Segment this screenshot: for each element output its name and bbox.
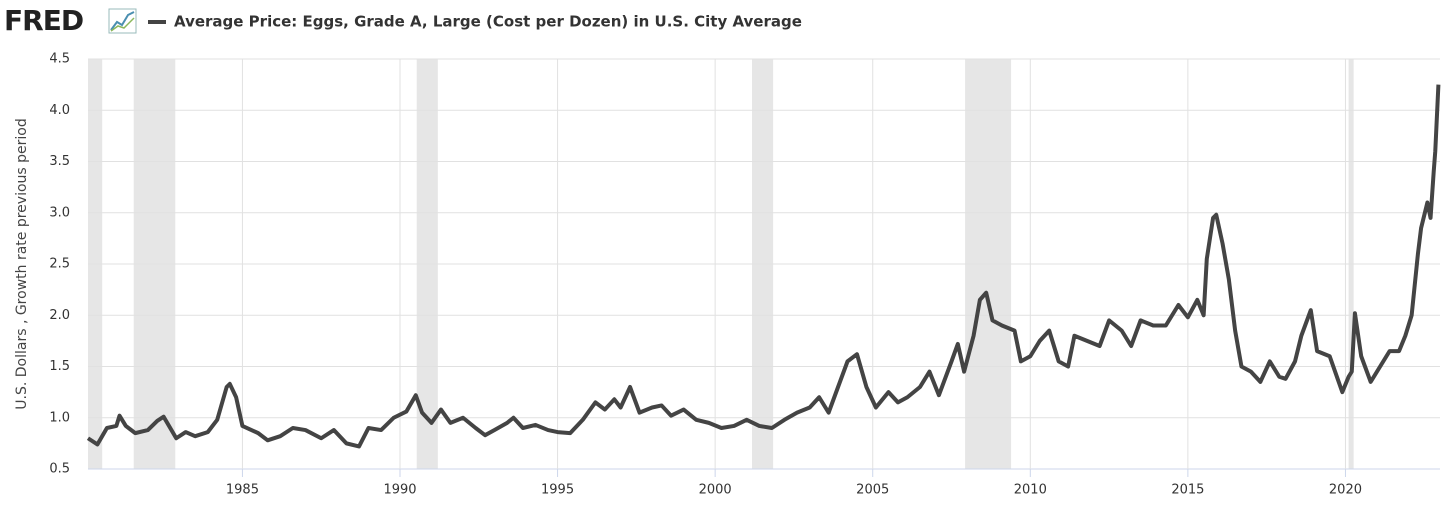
x-tick-label: 1995 [541,483,574,498]
y-tick-label: 3.5 [49,154,70,169]
y-tick-label: 3.0 [49,205,70,220]
y-axis-label: U.S. Dollars , Growth rate previous peri… [14,118,30,410]
y-tick-label: 4.5 [49,52,70,67]
y-tick-label: 1.0 [49,410,70,425]
y-tick-label: 4.0 [49,103,70,118]
x-tick-label: 2000 [699,483,732,498]
x-tick-label: 2005 [856,483,889,498]
y-tick-label: 0.5 [49,462,70,477]
y-tick-label: 2.0 [49,308,70,323]
x-tick-label: 2010 [1014,483,1047,498]
logo: FRED [4,4,83,37]
x-tick-label: 2020 [1329,483,1362,498]
x-tick-label: 1990 [383,483,416,498]
x-tick-label: 1985 [226,483,259,498]
x-tick-label: 2015 [1171,483,1204,498]
series-line [86,84,1441,449]
legend-label: Average Price: Eggs, Grade A, Large (Cos… [174,13,802,31]
logo-icon [108,8,137,34]
y-tick-label: 1.5 [49,359,70,374]
y-tick-label: 2.5 [49,257,70,272]
